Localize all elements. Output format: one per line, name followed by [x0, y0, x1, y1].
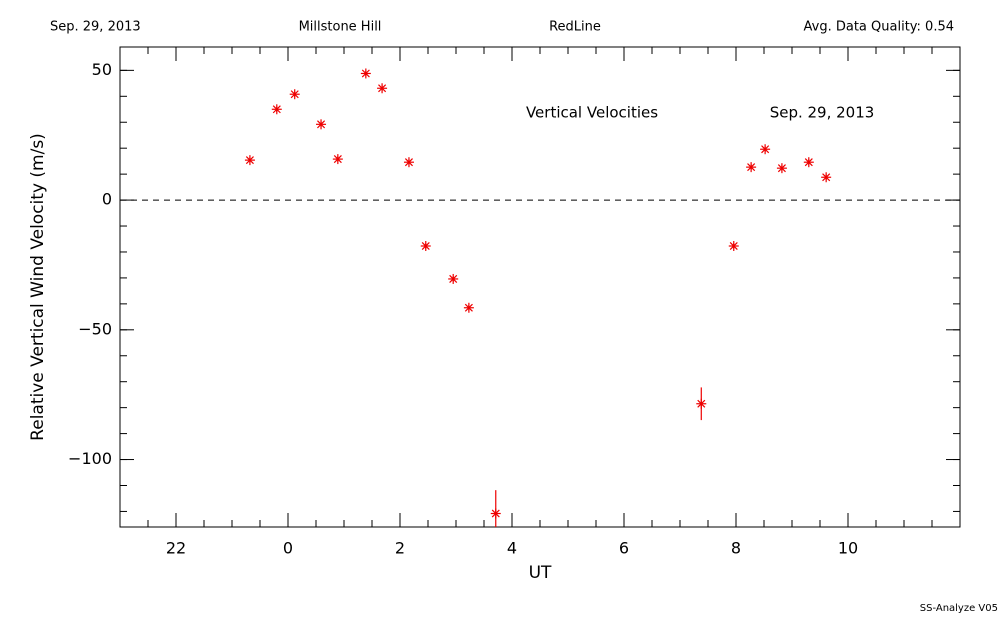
- point: [821, 172, 832, 183]
- x-tick-label: 8: [731, 539, 741, 558]
- point-stroke: [747, 163, 756, 172]
- header-date: Sep. 29, 2013: [50, 20, 141, 35]
- point-stroke: [290, 90, 299, 99]
- header-site: Millstone Hill: [299, 20, 382, 35]
- point-stroke: [761, 145, 770, 154]
- point: [420, 241, 431, 252]
- footer: SS-Analyze V05: [920, 603, 998, 614]
- point-stroke: [245, 156, 254, 165]
- y-tick-label: −100: [68, 449, 112, 468]
- point: [448, 273, 459, 284]
- point-stroke: [804, 158, 813, 167]
- header-line: RedLine: [549, 20, 601, 35]
- point-stroke: [697, 399, 706, 408]
- header-quality: Avg. Data Quality: 0.54: [804, 20, 954, 35]
- y-tick-label: 0: [102, 190, 112, 209]
- point-stroke: [361, 69, 370, 78]
- point: [377, 83, 388, 94]
- point-stroke: [491, 509, 500, 518]
- x-tick-label: 2: [395, 539, 405, 558]
- y-axis-label: Relative Vertical Wind Velocity (m/s): [28, 133, 48, 441]
- point: [271, 104, 282, 115]
- point: [360, 68, 371, 79]
- point: [490, 508, 501, 519]
- point: [332, 154, 343, 165]
- x-tick-label: 22: [166, 539, 186, 558]
- point-stroke: [272, 105, 281, 114]
- x-tick-label: 6: [619, 539, 629, 558]
- point-stroke: [449, 274, 458, 283]
- y-tick-label: −50: [78, 319, 112, 338]
- y-tick-label: 50: [92, 60, 112, 79]
- point-stroke: [729, 241, 738, 251]
- point: [463, 302, 474, 313]
- point: [746, 162, 757, 173]
- point: [696, 398, 707, 409]
- point-stroke: [777, 164, 786, 173]
- point-stroke: [464, 303, 473, 312]
- x-tick-label: 4: [507, 539, 517, 558]
- point-stroke: [822, 173, 831, 182]
- point-stroke: [404, 158, 413, 167]
- point: [403, 157, 414, 168]
- point-stroke: [421, 241, 430, 251]
- x-axis-label: UT: [529, 563, 552, 583]
- point: [776, 163, 787, 174]
- annotation: Vertical Velocities: [526, 104, 658, 122]
- x-tick-label: 10: [838, 539, 858, 558]
- point-stroke: [378, 84, 387, 93]
- annotation: Sep. 29, 2013: [770, 104, 875, 122]
- point: [760, 144, 771, 155]
- point: [289, 89, 300, 100]
- point-stroke: [333, 155, 342, 164]
- point: [316, 119, 327, 130]
- x-tick-label: 0: [283, 539, 293, 558]
- point: [728, 241, 739, 252]
- point-stroke: [317, 120, 326, 129]
- point: [803, 157, 814, 168]
- point: [244, 155, 255, 166]
